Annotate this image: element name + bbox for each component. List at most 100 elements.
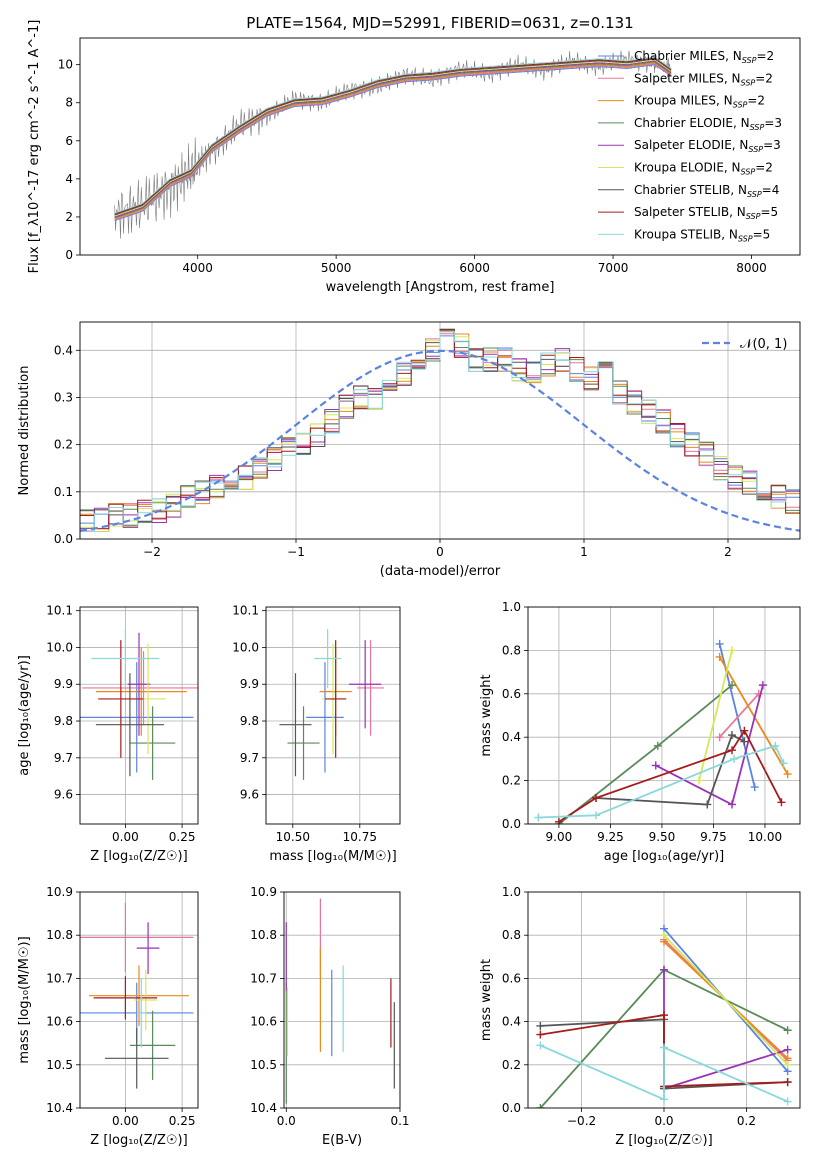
plot-area-residual-histogram	[80, 322, 800, 539]
legend-entry: Salpeter STELIB, NSSP=5	[634, 205, 778, 221]
axes-frame	[79, 606, 199, 825]
spectrum-model-line	[114, 63, 672, 221]
plot-area-mass-vs-Z	[80, 892, 198, 1108]
y-tick-label: 10	[58, 58, 73, 72]
weight-marker	[779, 759, 788, 768]
weight-marker	[750, 783, 759, 792]
plot-area-age-vs-mass	[266, 607, 400, 824]
x-tick-label: 0.1	[390, 1114, 409, 1128]
y-tick-label: 10.8	[250, 928, 277, 942]
weight-marker	[715, 733, 724, 742]
legend-sub: SSP	[750, 123, 765, 132]
y-tick-label: 0.0	[502, 1101, 521, 1115]
y-tick-label: 0.0	[54, 532, 73, 546]
panel-residual-histogram: −2 −1 0 1 2 0.0 0.1 0.2 0.3 0.4 (data-model)/error…	[17, 321, 801, 579]
legend-sub: SSP	[741, 168, 756, 177]
weight-marker	[536, 1104, 545, 1108]
weight-marker	[653, 741, 662, 750]
weight-marker	[783, 770, 792, 779]
y-tick-label: 8	[65, 96, 73, 110]
legend-sub: SSP	[741, 78, 756, 87]
legend-tail: =3	[763, 138, 781, 152]
legend-entry: Chabrier ELODIE, NSSP=3	[634, 116, 782, 132]
spectrum-model-line	[114, 57, 672, 215]
weight-marker	[777, 798, 786, 807]
weight-marker	[534, 813, 543, 822]
x-tick-label: −1	[287, 545, 305, 559]
legend-sub: SSP	[746, 212, 761, 221]
y-tick-label: 9.7	[54, 751, 73, 765]
legend-entry: Kroupa ELODIE, NSSP=2	[634, 161, 773, 177]
y-axis-label: mass [log₁₀(M/M☉)]	[17, 936, 32, 1063]
y-tick-label: 9.6	[54, 788, 73, 802]
weight-marker	[728, 731, 736, 740]
axes-frame	[79, 321, 801, 540]
legend-entry: 𝒩(0, 1)	[740, 337, 787, 352]
weight-line	[540, 1044, 788, 1103]
x-tick-label: 8000	[736, 261, 767, 275]
weight-line	[698, 650, 733, 781]
panel-age-vs-Z: 0.00 0.25 9.6 9.7 9.8 9.9 10.0 10.1 Z [log₁₀(Z/Z…	[17, 604, 199, 864]
y-axis-label: age [log₁₀(age/yr)]	[17, 655, 32, 776]
weight-marker	[728, 681, 736, 690]
weight-line	[595, 733, 745, 806]
legend-entry: Kroupa STELIB, NSSP=5	[634, 227, 770, 243]
y-tick-label: 0.8	[502, 643, 521, 657]
y-tick-label: 10.7	[250, 971, 277, 985]
legend-sub: SSP	[738, 234, 753, 243]
y-tick-label: 0.4	[502, 730, 521, 744]
y-tick-label: 10.1	[46, 604, 73, 618]
weight-marker	[783, 1097, 792, 1106]
legend-entry: Kroupa MILES, NSSP=2	[634, 94, 765, 110]
weight-line	[663, 934, 789, 1066]
legend-entry: Salpeter MILES, NSSP=2	[634, 71, 773, 87]
y-tick-label: 10.4	[46, 1101, 73, 1115]
axes-frame	[527, 891, 801, 1109]
y-tick-label: 6	[65, 134, 73, 148]
weight-marker	[771, 741, 780, 750]
panel-age-vs-mass: 10.50 10.75 9.6 9.7 9.8 9.9 10.0 10.1 mass [log₁…	[232, 604, 401, 864]
y-tick-label: 0.0	[502, 817, 521, 831]
axes-frame	[527, 606, 801, 825]
plot-area-spectrum	[114, 50, 672, 239]
weight-marker	[740, 726, 749, 735]
y-tick-label: 9.9	[54, 677, 73, 691]
histogram-step	[80, 329, 800, 529]
weight-marker	[715, 652, 724, 661]
y-tick-label: 0.6	[502, 971, 521, 985]
panel-spectrum: 4000 5000 6000 7000 8000 0 2 4 6 8 10 wavelength [A…	[27, 20, 801, 295]
legend-tail: =5	[753, 227, 771, 241]
x-tick-label: 0.0	[654, 1114, 673, 1128]
x-axis-label: E(B-V)	[322, 1133, 362, 1148]
x-tick-label: 2	[724, 545, 732, 559]
weight-marker	[592, 811, 600, 820]
y-tick-label: 1.0	[502, 600, 521, 614]
weight-marker	[536, 1021, 545, 1030]
y-tick-label: 10.6	[46, 1015, 73, 1029]
x-axis-label: age [log₁₀(age/yr)]	[604, 849, 725, 864]
x-tick-label: 10.00	[748, 830, 782, 844]
y-tick-label: 0.8	[502, 928, 521, 942]
x-tick-label: 0.00	[112, 1114, 139, 1128]
y-tick-label: 9.7	[240, 751, 259, 765]
x-tick-label: 10.75	[343, 830, 377, 844]
x-axis-label: mass [log₁₀(M/M☉)]	[269, 849, 396, 864]
x-tick-label: 0	[436, 545, 444, 559]
y-tick-label: 1.0	[502, 885, 521, 899]
spectrum-model-line	[114, 56, 672, 214]
x-axis-label: Z [log₁₀(Z/Z☉)]	[615, 1133, 712, 1148]
x-tick-label: 7000	[598, 261, 629, 275]
x-tick-label: 5000	[321, 261, 352, 275]
y-tick-label: 0.2	[502, 1058, 521, 1072]
y-tick-label: 10.7	[46, 971, 73, 985]
spectrum-model-line	[114, 64, 672, 222]
y-tick-label: 10.0	[46, 640, 73, 654]
x-tick-label: −2	[143, 545, 161, 559]
axes-frame	[79, 37, 801, 256]
y-tick-label: 9.9	[240, 677, 259, 691]
axes-frame	[79, 891, 199, 1109]
weight-marker	[695, 776, 704, 785]
x-tick-label: 0.25	[169, 830, 196, 844]
plot-area-weight-vs-age	[528, 607, 800, 824]
weight-line	[718, 656, 789, 775]
